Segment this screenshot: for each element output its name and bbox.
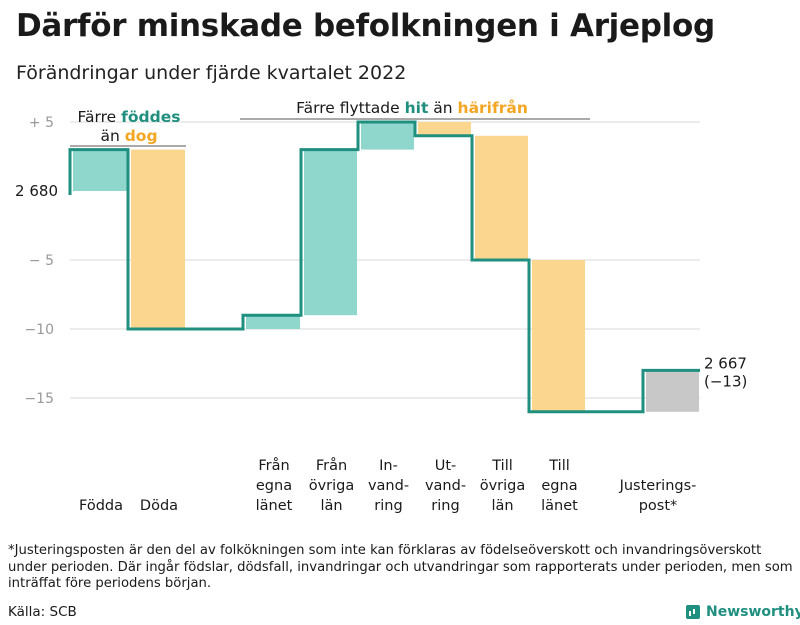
chart-subtitle: Förändringar under fjärde kvartalet 2022 xyxy=(16,62,407,84)
annotation-births-line-2: än dog xyxy=(100,127,157,145)
bar-4 xyxy=(304,149,357,316)
bar-3 xyxy=(246,315,300,329)
category-label-5: In-vand-ring xyxy=(368,458,409,514)
bar-7 xyxy=(475,135,528,260)
cumulative-step-line xyxy=(68,120,700,414)
bar-5 xyxy=(361,122,414,150)
end-change-label: (−13) xyxy=(704,372,747,390)
bar-chart-icon xyxy=(686,605,700,619)
annotation-migration-line-1: Färre flyttade hit än härifrån xyxy=(296,98,528,117)
category-label-9: Justerings-post* xyxy=(619,478,697,514)
bar-6 xyxy=(418,122,471,136)
category-label-7: Till övriga län xyxy=(480,458,526,514)
waterfall-chart: + 5 − 5 −10 −15 2 680 2 667(−13) Födda Döda Från… xyxy=(15,98,747,514)
bar-1 xyxy=(73,149,127,191)
brand-logo: Newsworthy xyxy=(686,604,800,620)
y-tick-label-4: −15 xyxy=(24,391,54,407)
bar-8 xyxy=(532,260,585,412)
chart-title: Därför minskade befolkningen i Arjeplog xyxy=(16,8,715,44)
y-tick-label-2: − 5 xyxy=(29,253,54,269)
category-label-4: Från övriga län xyxy=(309,457,355,514)
category-label-1: Födda xyxy=(79,498,123,514)
annotation-births-line-1: Färre föddes xyxy=(78,108,181,126)
bar-9 xyxy=(646,370,699,412)
source-label: Källa: SCB xyxy=(8,604,77,620)
category-label-6: Ut-vand-ring xyxy=(425,458,466,514)
start-value-label: 2 680 xyxy=(15,182,58,200)
y-tick-label-0: + 5 xyxy=(29,115,54,131)
category-label-3: Från egna länet xyxy=(256,457,293,514)
y-tick-label-3: −10 xyxy=(24,322,54,338)
category-label-2: Döda xyxy=(140,498,178,514)
brand-name: Newsworthy xyxy=(706,604,800,620)
footnote: *Justeringsposten är den del av folkökni… xyxy=(8,543,793,591)
end-value-label: 2 667 xyxy=(704,354,747,372)
category-label-8: Till egna länet xyxy=(541,458,578,514)
bar-2 xyxy=(131,149,185,329)
